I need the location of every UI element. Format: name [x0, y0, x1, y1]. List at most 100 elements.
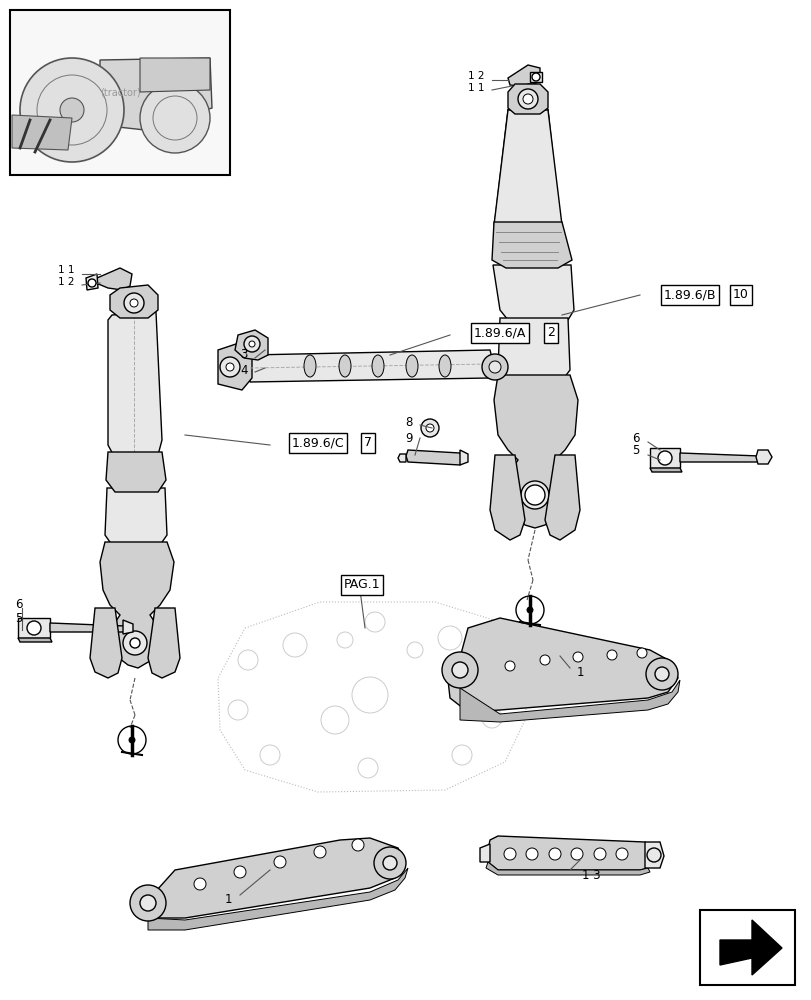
Circle shape [646, 658, 677, 690]
Polygon shape [50, 623, 125, 632]
Text: 7: 7 [363, 436, 371, 450]
Circle shape [539, 655, 549, 665]
Polygon shape [544, 455, 579, 540]
Polygon shape [109, 285, 158, 318]
Polygon shape [100, 542, 174, 668]
Polygon shape [397, 454, 406, 462]
Ellipse shape [371, 355, 384, 377]
Polygon shape [649, 448, 679, 468]
Text: 4: 4 [240, 363, 247, 376]
Polygon shape [755, 450, 771, 464]
Circle shape [243, 336, 260, 352]
Circle shape [194, 878, 206, 890]
Polygon shape [105, 488, 167, 545]
Circle shape [374, 847, 406, 879]
Ellipse shape [406, 355, 418, 377]
Circle shape [452, 662, 467, 678]
Circle shape [20, 58, 124, 162]
Circle shape [129, 737, 135, 743]
Polygon shape [86, 274, 98, 290]
Polygon shape [493, 110, 561, 230]
Polygon shape [460, 450, 467, 465]
Circle shape [522, 94, 532, 104]
Polygon shape [719, 920, 781, 975]
Text: (tractor): (tractor) [100, 87, 140, 97]
Polygon shape [508, 65, 539, 88]
Polygon shape [90, 608, 122, 678]
Polygon shape [122, 620, 133, 634]
Polygon shape [100, 58, 212, 130]
Text: PAG.1: PAG.1 [343, 578, 380, 591]
Polygon shape [108, 312, 162, 458]
Text: 5: 5 [15, 611, 23, 624]
Circle shape [249, 341, 255, 347]
Circle shape [548, 848, 560, 860]
Polygon shape [217, 342, 251, 390]
Polygon shape [508, 84, 547, 114]
Circle shape [607, 650, 616, 660]
Circle shape [351, 839, 363, 851]
Circle shape [130, 638, 139, 648]
Text: 1 3: 1 3 [581, 869, 600, 882]
Circle shape [130, 299, 138, 307]
Polygon shape [96, 268, 132, 290]
Text: 5: 5 [632, 444, 639, 456]
Circle shape [654, 667, 668, 681]
Polygon shape [448, 618, 677, 712]
Text: 10: 10 [732, 288, 748, 302]
Polygon shape [487, 836, 657, 870]
Circle shape [88, 279, 96, 287]
Circle shape [504, 848, 515, 860]
Text: 1 2: 1 2 [468, 71, 484, 81]
Circle shape [225, 363, 234, 371]
Text: 1 1: 1 1 [468, 83, 484, 93]
Circle shape [528, 489, 540, 501]
Circle shape [220, 357, 240, 377]
Circle shape [525, 485, 544, 505]
Circle shape [139, 895, 156, 911]
Circle shape [636, 648, 646, 658]
Circle shape [616, 848, 627, 860]
Text: 1: 1 [576, 666, 583, 678]
Ellipse shape [303, 355, 315, 377]
Polygon shape [493, 375, 577, 528]
Polygon shape [644, 842, 663, 868]
Polygon shape [18, 618, 50, 638]
Polygon shape [679, 453, 759, 462]
Text: 1.89.6/C: 1.89.6/C [291, 436, 344, 450]
Polygon shape [234, 330, 268, 360]
Circle shape [426, 424, 433, 432]
Text: 6: 6 [632, 432, 639, 444]
Circle shape [488, 361, 500, 373]
Circle shape [526, 607, 532, 613]
Circle shape [526, 848, 538, 860]
Text: 1.89.6/B: 1.89.6/B [663, 288, 715, 302]
Circle shape [420, 419, 439, 437]
Polygon shape [460, 680, 679, 722]
Polygon shape [18, 638, 52, 642]
Text: 6: 6 [15, 597, 23, 610]
Circle shape [570, 848, 582, 860]
Polygon shape [491, 222, 571, 268]
Polygon shape [148, 868, 407, 930]
Circle shape [531, 73, 539, 81]
Ellipse shape [439, 355, 450, 377]
Circle shape [517, 89, 538, 109]
Circle shape [124, 293, 144, 313]
Text: 8: 8 [406, 416, 413, 430]
Circle shape [122, 631, 147, 655]
Circle shape [441, 652, 478, 688]
Circle shape [60, 98, 84, 122]
Polygon shape [492, 265, 573, 320]
Circle shape [504, 661, 514, 671]
Polygon shape [139, 58, 210, 92]
Text: 1 2: 1 2 [58, 277, 75, 287]
Text: 1 1: 1 1 [58, 265, 75, 275]
Circle shape [521, 481, 548, 509]
Polygon shape [12, 115, 72, 150]
Circle shape [234, 866, 246, 878]
Circle shape [273, 856, 285, 868]
Text: 1.89.6/A: 1.89.6/A [474, 326, 526, 340]
Polygon shape [479, 844, 489, 862]
Polygon shape [486, 862, 649, 875]
